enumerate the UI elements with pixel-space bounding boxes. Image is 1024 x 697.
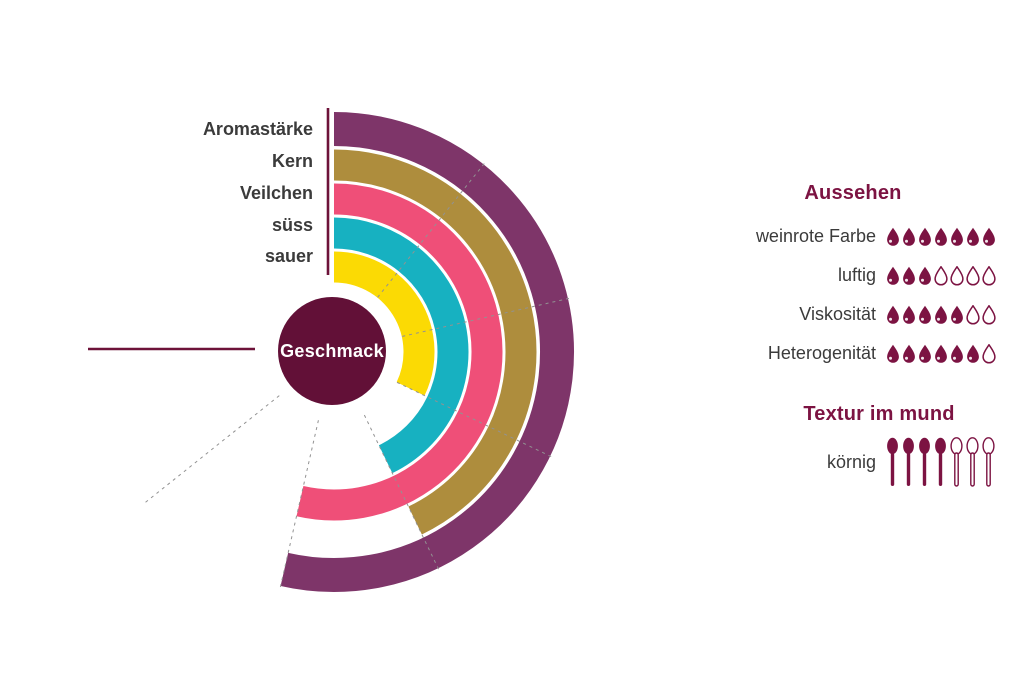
- droplet-icon-filled: [967, 227, 979, 246]
- rating-label: Heterogenität: [767, 343, 876, 363]
- gridline-3: [396, 381, 555, 459]
- spoon-icon-empty: [982, 437, 995, 487]
- droplet-icon-filled: [951, 305, 963, 324]
- rating-row: körnig: [740, 434, 998, 490]
- rating-row: luftig: [740, 256, 998, 295]
- rating-row: Viskosität: [740, 295, 998, 334]
- rating-label: luftig: [837, 265, 876, 285]
- gridline-5: [279, 420, 319, 590]
- ring-label-4: sauer: [265, 246, 313, 266]
- droplet-icon-filled: [935, 305, 947, 324]
- droplet-icon-filled: [951, 227, 963, 246]
- droplet-icon-filled: [903, 344, 915, 363]
- droplet-icon-filled: [967, 344, 979, 363]
- spoon-icon-empty: [966, 437, 979, 487]
- droplet-icon-filled: [903, 305, 915, 324]
- droplet-icon-filled: [887, 305, 899, 324]
- ring-label-0: Aromastärke: [203, 119, 313, 139]
- spoon-icon-empty: [950, 437, 963, 487]
- droplet-icon-empty: [982, 265, 996, 286]
- center-label: Geschmack: [280, 341, 384, 361]
- rating-row: Heterogenität: [740, 334, 998, 373]
- gridline-1: [377, 160, 487, 298]
- rating-label: Viskosität: [799, 304, 876, 324]
- droplet-icon-filled: [919, 227, 931, 246]
- droplet-icon-filled: [887, 266, 899, 285]
- spoon-icon-filled: [935, 437, 946, 486]
- droplet-icon-filled: [903, 227, 915, 246]
- ring-arc-0: [280, 112, 574, 592]
- rating-icons: [886, 227, 996, 247]
- ring-arc-4: [333, 251, 435, 396]
- spoon-icon-filled: [919, 437, 930, 486]
- droplet-icon-empty: [966, 304, 980, 325]
- ratings-panel: Aussehen weinrote Farbe luftig Viskosität H…: [740, 182, 998, 490]
- droplet-icon-empty: [966, 265, 980, 286]
- aussehen-section-title: Aussehen: [804, 182, 902, 204]
- droplet-icon-filled: [919, 305, 931, 324]
- rating-icons: [886, 304, 996, 325]
- droplet-icon-filled: [903, 266, 915, 285]
- rating-icons: [886, 437, 995, 487]
- droplet-icon-empty: [982, 343, 996, 364]
- droplet-icon-filled: [935, 227, 947, 246]
- droplet-icon-filled: [983, 227, 995, 246]
- spoon-icon-filled: [887, 437, 898, 486]
- textur-section: Textur im mund körnig: [740, 403, 998, 490]
- ring-label-3: süss: [272, 215, 313, 235]
- droplet-icon-filled: [887, 227, 899, 246]
- rating-label: weinrote Farbe: [755, 226, 876, 246]
- aussehen-section: Aussehen weinrote Farbe luftig Viskosität H…: [740, 182, 998, 373]
- gridline-4: [363, 414, 441, 573]
- rating-row: weinrote Farbe: [740, 217, 998, 256]
- droplet-icon-empty: [950, 265, 964, 286]
- ring-arc-3: [333, 217, 469, 474]
- ring-arc-1: [333, 149, 537, 535]
- rating-label: körnig: [826, 451, 876, 472]
- gridline-6: [142, 395, 280, 505]
- droplet-icon-filled: [919, 266, 931, 285]
- droplet-icon-filled: [935, 344, 947, 363]
- textur-section-title: Textur im mund: [803, 403, 955, 425]
- droplet-icon-empty: [934, 265, 948, 286]
- droplet-icon-empty: [982, 304, 996, 325]
- rating-icons: [886, 343, 996, 364]
- spoon-icon-filled: [903, 437, 914, 486]
- ring-label-2: Veilchen: [240, 183, 313, 203]
- ring-arc-2: [296, 183, 503, 521]
- center-circle: [278, 297, 386, 405]
- aussehen-rows: weinrote Farbe luftig Viskosität Heterogeni…: [740, 217, 998, 373]
- ring-label-1: Kern: [272, 151, 313, 171]
- droplet-icon-filled: [919, 344, 931, 363]
- gridline-2: [402, 297, 572, 337]
- droplet-icon-filled: [951, 344, 963, 363]
- textur-rows: körnig: [740, 434, 998, 490]
- droplet-icon-filled: [887, 344, 899, 363]
- rating-icons: [886, 265, 996, 286]
